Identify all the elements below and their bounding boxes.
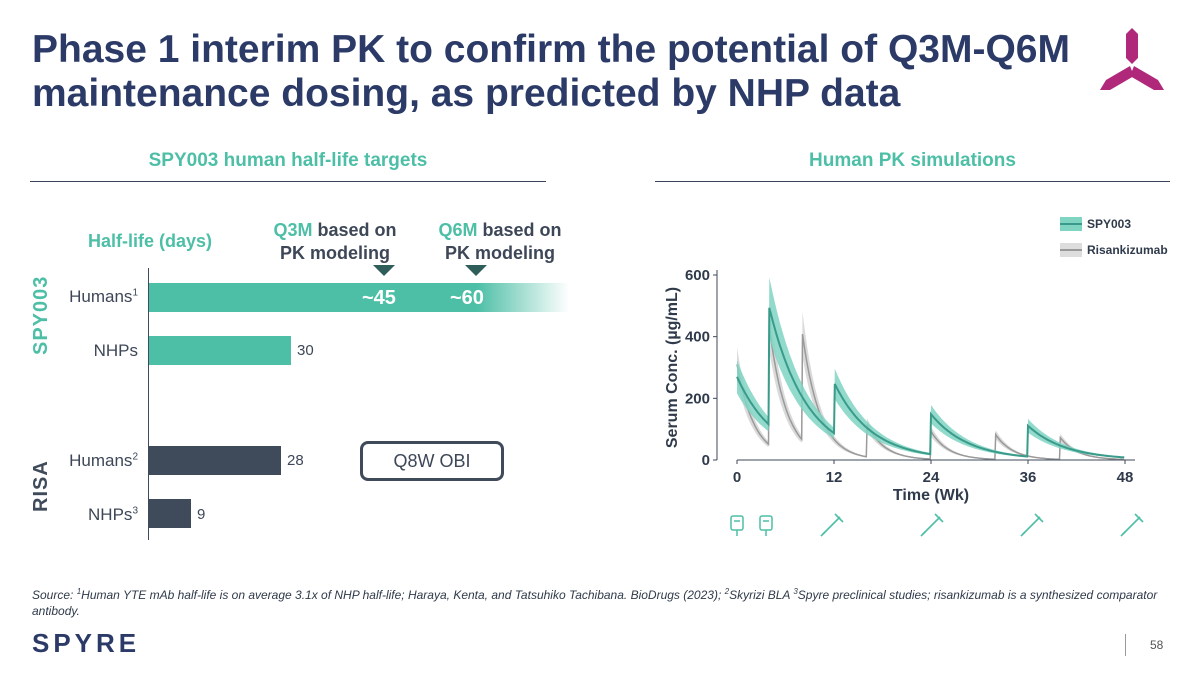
row-label-humans-spy003: Humans1 xyxy=(69,287,138,306)
q6m-based-on: based on xyxy=(482,220,562,240)
q6m-header: Q6M based on PK modeling xyxy=(425,219,575,265)
legend-label-risankizumab: Risankizumab xyxy=(1087,243,1168,257)
legend-swatch-risankizumab xyxy=(1060,243,1082,257)
bar-nhps-spy003 xyxy=(149,336,291,365)
spyre-mark-icon xyxy=(1100,28,1164,90)
y-axis-label: Serum Conc. (µg/mL) xyxy=(664,287,681,448)
footer-divider xyxy=(1125,634,1126,656)
legend-swatch-spy003 xyxy=(1060,217,1082,231)
value-nhps-spy003: 30 xyxy=(297,342,314,359)
x-tick-label: 24 xyxy=(923,469,940,486)
x-tick-label: 36 xyxy=(1020,469,1037,486)
legend-label-spy003: SPY003 xyxy=(1087,217,1132,231)
pk-chart: 0 200 400 600 0 12 24 36 48 Time (Wk) Serum Conc. … xyxy=(664,267,1135,504)
y-tick-label: 200 xyxy=(685,390,710,407)
spyre-logo: SPYRE xyxy=(32,628,141,658)
left-divider xyxy=(30,181,546,182)
q6m-label: Q6M xyxy=(438,220,478,240)
source-footnote: Source: 1Human YTE mAb half-life is on a… xyxy=(32,587,1158,618)
q3m-based-on: based on xyxy=(317,220,397,240)
y-tick-label: 0 xyxy=(702,452,710,469)
row-label-nhps-risa: NHPs3 xyxy=(88,505,138,524)
y-tick-label: 400 xyxy=(685,329,710,346)
left-section-title: SPY003 human half-life targets xyxy=(148,150,428,171)
syringe-icon xyxy=(920,513,944,537)
right-divider xyxy=(655,181,1170,182)
bar-axis xyxy=(148,268,149,540)
x-axis-label: Time (Wk) xyxy=(893,487,969,504)
page-title: Phase 1 interim PK to confirm the potent… xyxy=(32,28,1070,115)
iv-bag-icon xyxy=(730,515,744,536)
q3m-marker-icon xyxy=(373,265,395,276)
value-q6m: ~60 xyxy=(450,287,484,309)
row-label-nhps-spy003: NHPs xyxy=(93,341,138,360)
bar-humans-spy003 xyxy=(149,283,569,312)
q6m-pk-modeling: PK modeling xyxy=(444,243,555,263)
q3m-header: Q3M based on PK modeling xyxy=(260,219,410,265)
dose-icons xyxy=(730,513,1144,537)
halflife-header: Half-life (days) xyxy=(87,231,213,251)
syringe-icon xyxy=(1020,513,1044,537)
y-tick-label: 600 xyxy=(685,267,710,284)
page-number: 58 xyxy=(1150,638,1164,652)
x-tick-label: 0 xyxy=(733,469,741,486)
bar-nhps-risa xyxy=(149,499,191,528)
value-q3m: ~45 xyxy=(362,287,396,309)
row-label-humans-risa: Humans2 xyxy=(69,451,138,470)
syringe-icon xyxy=(820,513,844,537)
bar-humans-risa xyxy=(149,446,281,475)
x-tick-label: 48 xyxy=(1117,469,1134,486)
q3m-label: Q3M xyxy=(273,220,313,240)
q8w-obi-box: Q8W OBI xyxy=(360,441,504,481)
iv-bag-icon xyxy=(759,515,773,536)
spy003-line xyxy=(736,307,1125,459)
syringe-icon xyxy=(1120,513,1144,537)
x-tick-label: 12 xyxy=(826,469,843,486)
q6m-marker-icon xyxy=(465,265,487,276)
value-nhps-risa: 9 xyxy=(197,506,206,523)
value-humans-risa: 28 xyxy=(287,452,304,469)
right-section-title: Human PK simulations xyxy=(809,150,1016,171)
q3m-pk-modeling: PK modeling xyxy=(279,243,390,263)
